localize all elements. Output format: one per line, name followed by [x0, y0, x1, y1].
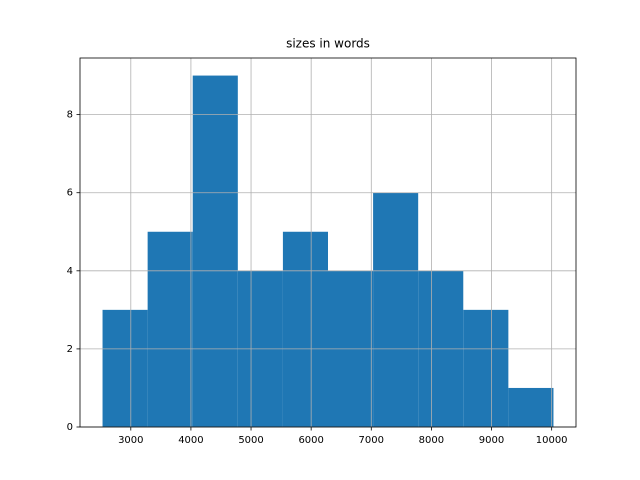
y-tick-label: 4	[67, 266, 73, 277]
chart-title: sizes in words	[286, 37, 370, 51]
bar	[102, 309, 148, 427]
y-tick-label: 8	[67, 110, 73, 121]
bar	[373, 192, 419, 427]
y-tick-label: 6	[67, 188, 73, 199]
x-tick-label: 6000	[298, 435, 323, 446]
x-tick-label: 3000	[118, 435, 143, 446]
bar	[508, 387, 554, 427]
x-tick-label: 7000	[359, 435, 384, 446]
bar	[192, 75, 238, 428]
bar	[463, 309, 509, 427]
plot-frame	[79, 57, 577, 428]
y-tick-label: 0	[67, 422, 73, 433]
x-tick-label: 4000	[178, 435, 203, 446]
x-tick-label: 8000	[419, 435, 444, 446]
bar	[282, 231, 328, 427]
bar	[147, 231, 193, 427]
x-tick-label: 9000	[479, 435, 504, 446]
x-tick-label: 5000	[238, 435, 263, 446]
x-tick-label: 10000	[536, 435, 568, 446]
y-tick-label: 2	[67, 344, 73, 355]
